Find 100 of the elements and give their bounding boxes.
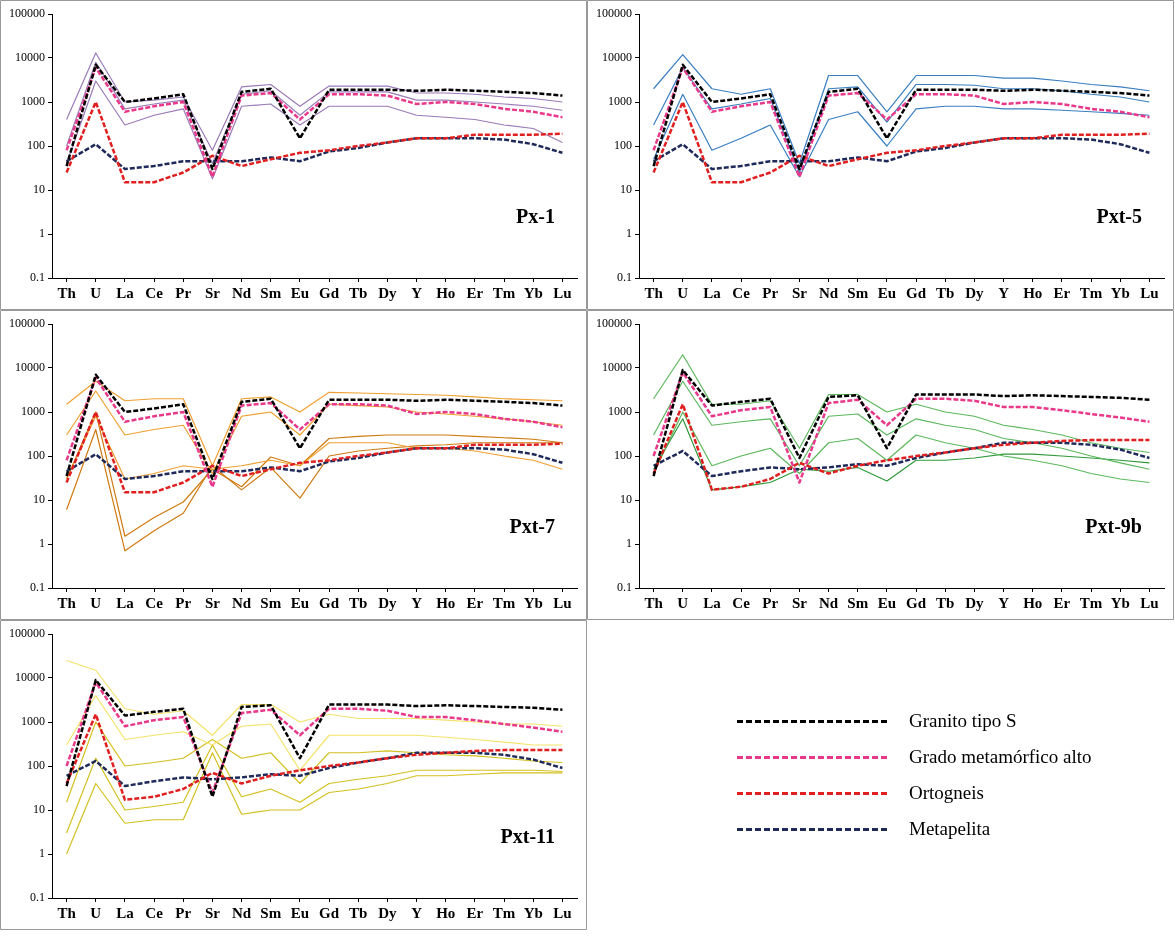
x-tick-label: Yb [523,904,543,921]
x-tick-label: Sm [847,594,869,611]
y-tick-label: 100000 [596,316,632,331]
x-tick-label: Dy [965,284,985,301]
x-tick-label: Sr [204,284,221,301]
x-tick-label: U [90,594,102,611]
y-tick-label: 0.1 [617,580,632,595]
y-tick-label: 100 [27,758,45,773]
x-tick-label: Lu [1140,594,1159,611]
y-tick-label: 0.1 [617,270,632,285]
x-tick-label: Sr [791,594,808,611]
x-tick-label: Ce [145,284,164,301]
x-tick-label: Er [1053,594,1071,611]
x-tick-label: U [677,594,689,611]
x-tick-label: Y [411,594,423,611]
y-tick-label: 10 [620,492,632,507]
text: Metapelita [909,818,991,840]
y-tick-label: 1 [39,536,45,551]
y-tick-label: 10 [33,802,45,817]
x-tick-label: Sr [204,904,221,921]
x-tick-label: Nd [231,904,252,921]
x-tick-label: Yb [1110,284,1130,301]
x-tick-label: La [116,284,135,301]
x-tick-label: Pr [175,594,192,611]
y-tick-label: 1 [39,226,45,241]
y-tick-label: 100 [614,448,632,463]
y-tick-label: 10000 [15,50,45,65]
y-tick-label: 10000 [15,360,45,375]
x-tick-label: Yb [523,284,543,301]
y-tick-label: 100000 [9,626,45,641]
x-tick-label: Ho [436,594,456,611]
y-tick-label: 100000 [596,6,632,21]
x-tick-label: Tm [1079,284,1103,301]
x-tick-label: Sm [847,284,869,301]
x-tick-label: Eu [290,904,310,921]
x-tick-label: Eu [290,284,310,301]
x-tick-label: Tb [936,594,955,611]
x-tick-label: La [116,594,135,611]
y-tick-label: 0.1 [30,890,45,905]
x-tick-label: Er [466,594,484,611]
x-tick-label: Yb [1110,594,1130,611]
x-tick-label: Ce [732,594,751,611]
y-tick-label: 1 [626,536,632,551]
x-tick-label: Lu [553,284,572,301]
y-tick-label: 10 [33,492,45,507]
x-tick-label: Y [998,284,1010,301]
x-tick-label: Dy [378,904,398,921]
x-tick-label: Gd [319,904,340,921]
x-tick-label: Gd [906,284,927,301]
x-tick-label: Tm [1079,594,1103,611]
x-tick-label: Y [998,594,1010,611]
y-tick-label: 100000 [9,6,45,21]
x-tick-label: Tb [349,284,368,301]
x-tick-label: Ho [1023,284,1043,301]
annotation: Pxt-5 [1096,205,1142,228]
x-tick-label: Yb [523,594,543,611]
annotation: Pxt-7 [509,515,555,538]
x-tick-label: Sm [260,284,282,301]
x-tick-label: Gd [319,594,340,611]
y-tick-label: 1000 [21,404,45,419]
y-tick-label: 1 [39,846,45,861]
x-tick-label: Pr [762,284,779,301]
x-tick-label: Ce [732,284,751,301]
x-tick-label: Lu [1140,284,1159,301]
x-tick-label: U [90,284,102,301]
x-tick-label: La [703,594,722,611]
y-tick-label: 1 [626,226,632,241]
x-tick-label: Ce [145,904,164,921]
y-tick-label: 10000 [602,50,632,65]
x-tick-label: Ho [436,904,456,921]
x-tick-label: Eu [877,284,897,301]
x-tick-label: Nd [231,284,252,301]
y-tick-label: 10 [620,182,632,197]
x-tick-label: U [90,904,102,921]
y-tick-label: 100 [27,448,45,463]
x-tick-label: Pr [175,284,192,301]
y-tick-label: 100 [27,138,45,153]
text: Granito tipo S [909,710,1017,732]
x-tick-label: La [703,284,722,301]
x-tick-label: Tm [492,904,516,921]
y-tick-label: 10000 [15,670,45,685]
x-tick-label: Sm [260,904,282,921]
x-tick-label: Sr [204,594,221,611]
y-tick-label: 100000 [9,316,45,331]
y-tick-label: 10000 [602,360,632,375]
x-tick-label: Eu [290,594,310,611]
x-tick-label: Eu [877,594,897,611]
x-tick-label: Th [644,284,664,301]
x-tick-label: Ho [436,284,456,301]
x-tick-label: Tb [349,594,368,611]
y-tick-label: 1000 [608,404,632,419]
x-tick-label: Th [57,284,77,301]
text: Ortogneis [909,782,984,804]
x-tick-label: Pr [175,904,192,921]
y-tick-label: 1000 [21,714,45,729]
x-tick-label: Th [57,904,77,921]
x-tick-label: Y [411,284,423,301]
x-tick-label: Sm [260,594,282,611]
x-tick-label: Gd [319,284,340,301]
x-tick-label: Er [1053,284,1071,301]
